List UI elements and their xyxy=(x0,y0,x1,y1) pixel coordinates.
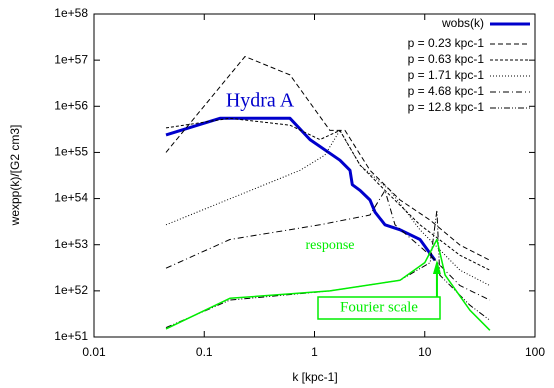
legend-label: p = 1.71 kpc-1 xyxy=(408,68,485,82)
y-tick-label: 1e+52 xyxy=(54,283,88,297)
series-label: response xyxy=(306,238,355,253)
y-tick-label: 1e+56 xyxy=(54,98,88,112)
y-axis-label: wexpp(k)/[G2 cm3] xyxy=(8,125,22,227)
legend-label: p = 12.8 kpc-1 xyxy=(408,100,485,114)
x-tick-label: 1 xyxy=(311,345,318,359)
legend-label: wobs(k) xyxy=(441,16,484,30)
y-tick-label: 1e+57 xyxy=(54,52,88,66)
y-tick-label: 1e+54 xyxy=(54,191,88,205)
annotation-box xyxy=(317,296,441,320)
y-tick-label: 1e+53 xyxy=(54,237,88,251)
series-line xyxy=(165,129,491,287)
x-tick-label: 10 xyxy=(418,345,432,359)
x-tick-label: 100 xyxy=(525,345,545,359)
series-line xyxy=(165,56,491,261)
annotation: Hydra A xyxy=(226,90,295,112)
legend-label: p = 4.68 kpc-1 xyxy=(408,84,485,98)
x-tick-label: 0.01 xyxy=(82,345,106,359)
y-tick-label: 1e+55 xyxy=(54,145,88,159)
x-axis-label: k [kpc-1] xyxy=(292,370,337,384)
legend-label: p = 0.23 kpc-1 xyxy=(408,36,485,50)
series-line xyxy=(165,189,491,301)
series-line xyxy=(165,238,491,331)
annotation: Fourier scale xyxy=(340,299,418,315)
annotation-arrowhead xyxy=(432,260,441,274)
y-tick-label: 1e+51 xyxy=(54,329,88,343)
x-tick-label: 0.1 xyxy=(196,345,213,359)
legend-label: p = 0.63 kpc-1 xyxy=(408,52,485,66)
y-tick-label: 1e+58 xyxy=(54,6,88,20)
series-line xyxy=(165,116,437,262)
